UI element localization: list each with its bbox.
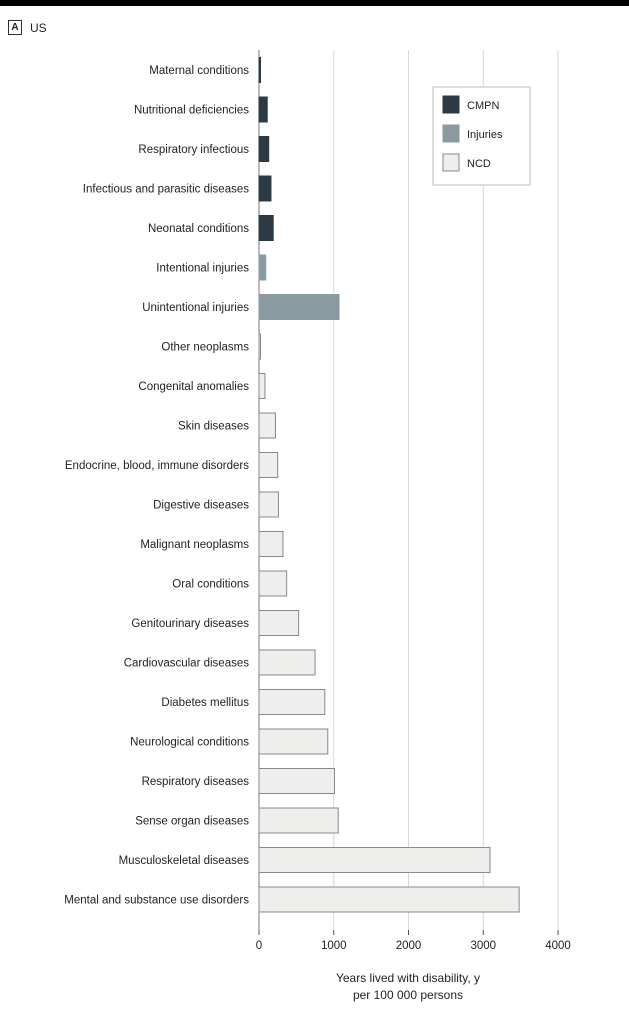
category-label: Mental and substance use disorders: [64, 895, 249, 907]
category-label: Oral conditions: [172, 579, 249, 591]
x-axis-title: Years lived with disability, y: [336, 971, 480, 985]
bar: [258, 491, 279, 518]
x-tick-label: 0: [256, 940, 262, 952]
bar: [258, 57, 261, 83]
category-label: Endocrine, blood, immune disorders: [65, 460, 249, 472]
category-label: Respiratory diseases: [142, 776, 250, 788]
category-label: Neonatal conditions: [148, 223, 249, 235]
category-label: Neurological conditions: [130, 737, 249, 749]
legend-swatch: [442, 124, 460, 143]
x-tick-label: 2000: [396, 940, 422, 952]
bar: [258, 807, 339, 834]
category-label: Diabetes mellitus: [161, 697, 249, 709]
bar: [258, 254, 267, 281]
bar: [258, 96, 268, 123]
category-label: Other neoplasms: [161, 342, 249, 354]
category-label: Skin diseases: [178, 421, 249, 433]
bar: [258, 649, 316, 676]
panel-header: A US: [8, 20, 47, 35]
bar: [258, 689, 326, 715]
panel-title: US: [30, 20, 47, 35]
bar: [258, 294, 340, 320]
category-label: Malignant neoplasms: [140, 539, 249, 551]
bar: [258, 768, 335, 794]
category-label: Maternal conditions: [149, 65, 249, 77]
category-label: Intentional injuries: [156, 263, 249, 275]
bar: [258, 847, 491, 873]
legend-label: CMPN: [467, 100, 499, 112]
bar: [258, 175, 272, 202]
category-label: Digestive diseases: [153, 500, 249, 512]
legend-swatch: [442, 153, 460, 172]
bar: [258, 373, 266, 399]
x-tick-label: 1000: [321, 940, 347, 952]
category-label: Sense organ diseases: [135, 816, 249, 828]
category-label: Congenital anomalies: [138, 381, 249, 393]
bar: [258, 886, 520, 913]
category-label: Nutritional deficiencies: [134, 105, 249, 117]
category-label: Unintentional injuries: [142, 302, 249, 314]
bar: [258, 570, 288, 597]
bar: [258, 136, 270, 162]
bar: [258, 531, 284, 557]
bar: [258, 215, 274, 241]
legend-label: Injuries: [467, 129, 503, 141]
category-label: Genitourinary diseases: [131, 618, 249, 630]
bar: [258, 412, 276, 439]
x-tick-label: 3000: [470, 940, 496, 952]
legend-label: NCD: [467, 158, 491, 170]
top-border: [0, 0, 629, 6]
panel-letter: A: [8, 20, 22, 35]
category-label: Cardiovascular diseases: [124, 658, 250, 670]
category-label: Infectious and parasitic diseases: [83, 184, 249, 196]
legend-swatch: [442, 95, 460, 114]
bar: [258, 610, 300, 636]
bar: [258, 728, 329, 755]
category-label: Musculoskeletal diseases: [119, 855, 250, 867]
x-axis-title: per 100 000 persons: [353, 988, 463, 1002]
bar: [258, 333, 261, 360]
bar: [258, 452, 279, 478]
category-label: Respiratory infectious: [138, 144, 249, 156]
x-tick-label: 4000: [545, 940, 571, 952]
